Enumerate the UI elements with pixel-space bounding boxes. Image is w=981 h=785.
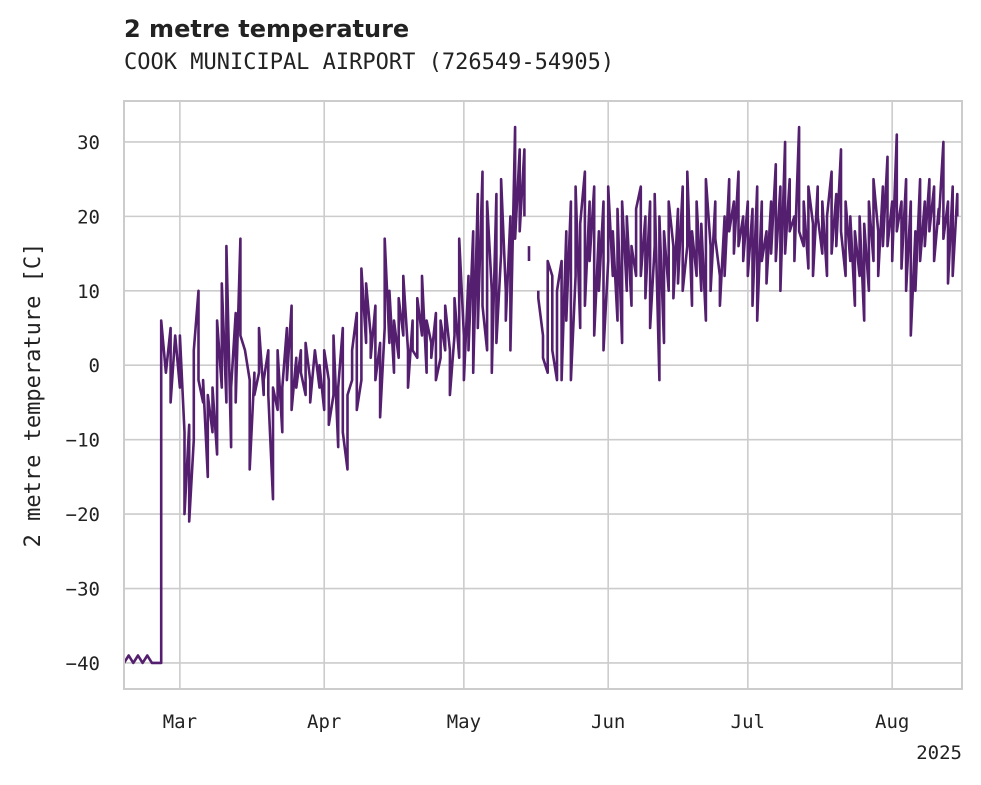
x-tick-label: Jun — [591, 711, 625, 733]
y-tick-label: 20 — [77, 206, 100, 228]
y-tick-label: −30 — [66, 579, 100, 601]
y-tick-label: 0 — [89, 355, 100, 377]
x-tick-label: May — [447, 711, 481, 733]
chart-title: 2 metre temperature — [124, 15, 410, 43]
series-layer — [122, 125, 959, 665]
y-tick-label: −20 — [66, 504, 100, 526]
x-tick-label: Mar — [163, 711, 197, 733]
x-tick-label: Jul — [731, 711, 765, 733]
chart-subtitle: COOK MUNICIPAL AIRPORT (726549-54905) — [124, 50, 615, 75]
y-ticks: −40 −30 −20 −10 0 10 20 30 — [66, 132, 100, 675]
x-ticks: Mar Apr May Jun Jul Aug — [163, 711, 910, 733]
plot-frame — [123, 100, 963, 690]
y-tick-label: −40 — [66, 653, 100, 675]
y-tick-label: −10 — [66, 430, 100, 452]
x-tick-label: Aug — [875, 711, 909, 733]
temperature-series-line — [122, 125, 959, 665]
x-axis-year-label: 2025 — [916, 742, 962, 764]
y-axis-label: 2 metre temperature [C] — [21, 243, 46, 548]
y-tick-label: 30 — [77, 132, 100, 154]
x-tick-label: Apr — [307, 711, 341, 733]
y-tick-label: 10 — [77, 281, 100, 303]
